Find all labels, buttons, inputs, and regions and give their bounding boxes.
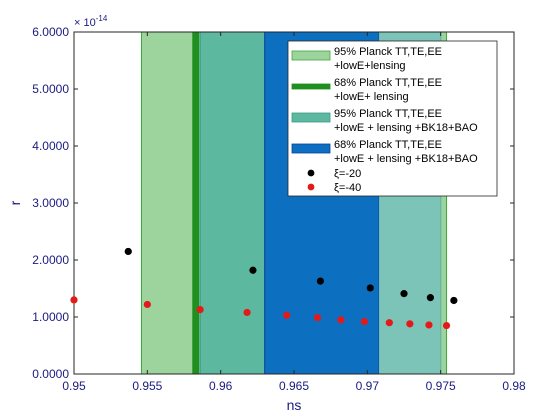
legend-label-series-2: ξ=-40 bbox=[334, 182, 361, 194]
legend-label-1-line2: +lowE+lensing bbox=[334, 60, 406, 72]
series-2-point bbox=[70, 296, 78, 304]
series-1-point bbox=[124, 247, 132, 256]
x-tick-label: 0.96 bbox=[209, 379, 233, 393]
band-2 bbox=[192, 31, 200, 375]
y-tick-label: 3.0000 bbox=[32, 196, 69, 210]
x-tick-label: 0.95 bbox=[62, 379, 86, 393]
legend-label-3-line2: +lowE + lensing +BK18+BAO bbox=[334, 122, 478, 134]
series-1-point bbox=[426, 294, 434, 302]
series-1-point bbox=[366, 284, 374, 292]
legend-label-2-line1: 68% Planck TT,TE,EE bbox=[334, 77, 442, 89]
legend-swatch-2 bbox=[291, 83, 331, 90]
legend: 95% Planck TT,TE,EE +lowE+lensing 68% Plan… bbox=[287, 40, 498, 197]
x-tick-label: 0.98 bbox=[502, 379, 526, 393]
x-tick-label: 0.955 bbox=[132, 379, 162, 393]
legend-marker-series-2 bbox=[307, 183, 315, 191]
ticks-layer: 0.95 0.955 0.96 0.965 0.97 0.975 0.98 0.0000 1.0… bbox=[32, 25, 526, 393]
series-1-point bbox=[249, 266, 257, 274]
legend-swatch-1 bbox=[291, 50, 331, 61]
y-tick-label: 0.0000 bbox=[32, 367, 69, 381]
series-2-point bbox=[360, 317, 368, 326]
x-tick-label: 0.97 bbox=[356, 379, 380, 393]
x-axis-label: ns bbox=[287, 397, 302, 413]
legend-swatch-3 bbox=[291, 112, 331, 123]
series-2-point bbox=[337, 316, 345, 324]
legend-label-series-1: ξ=-20 bbox=[334, 168, 361, 180]
series-2-point bbox=[425, 321, 433, 329]
y-tick-label: 2.0000 bbox=[32, 253, 69, 267]
legend-swatch-4 bbox=[291, 143, 331, 154]
x-tick-label: 0.965 bbox=[279, 379, 309, 393]
series-2-point bbox=[283, 311, 291, 319]
legend-label-2-line2: +lowE+ lensing bbox=[334, 91, 409, 103]
series-2-point bbox=[196, 305, 204, 314]
series-1-point bbox=[450, 296, 458, 305]
y-tick-label: 4.0000 bbox=[32, 139, 69, 153]
series-1-point bbox=[316, 277, 324, 285]
legend-label-3-line1: 95% Planck TT,TE,EE bbox=[334, 108, 442, 120]
series-2-point bbox=[442, 321, 451, 330]
points-layer bbox=[70, 247, 458, 330]
x-tick-label: 0.975 bbox=[426, 379, 456, 393]
legend-label-1-line1: 95% Planck TT,TE,EE bbox=[334, 46, 442, 58]
series-2-point bbox=[313, 313, 322, 322]
legend-label-4-line2: +lowE + lensing +BK18+BAO bbox=[334, 153, 478, 165]
y-axis-exponent: × 10-14 bbox=[74, 14, 108, 29]
series-2-point bbox=[243, 308, 251, 317]
series-1-point bbox=[400, 290, 408, 298]
y-axis-exponent-base: × 10 bbox=[74, 17, 96, 29]
y-axis-exponent-power: -14 bbox=[96, 14, 108, 23]
y-axis-label: r bbox=[7, 200, 23, 205]
legend-marker-series-1 bbox=[307, 169, 315, 177]
series-2-point bbox=[385, 319, 393, 327]
series-2-point bbox=[143, 300, 151, 309]
y-tick-label: 1.0000 bbox=[32, 310, 69, 324]
y-tick-label: 6.0000 bbox=[32, 25, 69, 39]
series-2-point bbox=[406, 320, 414, 328]
legend-label-4-line1: 68% Planck TT,TE,EE bbox=[334, 139, 442, 151]
y-tick-label: 5.0000 bbox=[32, 82, 69, 96]
